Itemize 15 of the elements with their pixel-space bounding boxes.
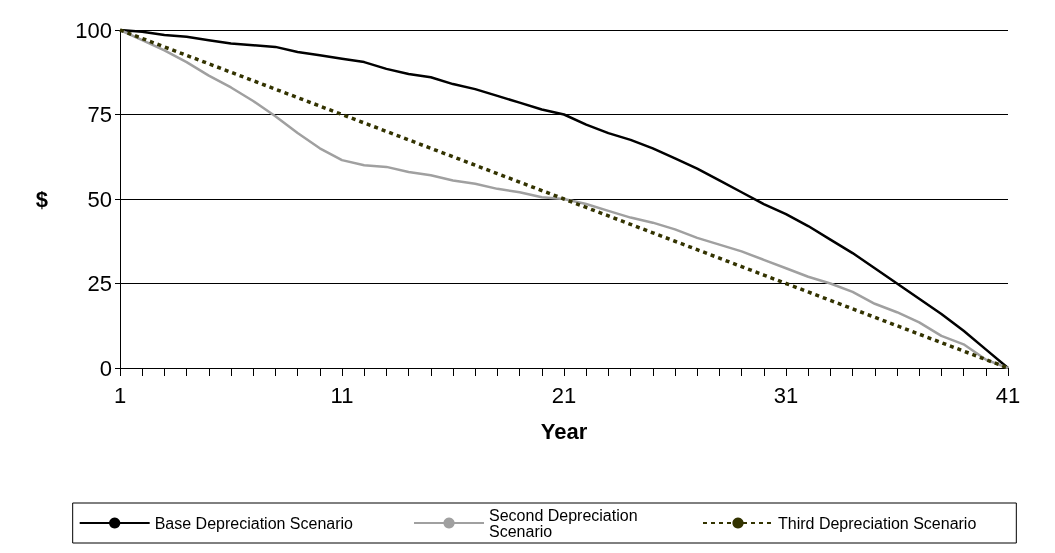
legend-label: Third Depreciation Scenario — [778, 514, 977, 532]
x-tick-label: 11 — [330, 382, 354, 408]
x-tick-label: 21 — [551, 382, 577, 408]
x-tick-label: 41 — [995, 382, 1021, 408]
y-tick-label: 25 — [87, 271, 112, 296]
y-tick-label: 100 — [75, 17, 112, 43]
y-tick-label: 75 — [87, 102, 112, 127]
x-tick-label: 31 — [773, 382, 799, 408]
x-axis-title: Year — [540, 418, 588, 444]
y-tick-label: 0 — [99, 355, 112, 381]
y-axis-title: $ — [35, 186, 48, 212]
y-tick-label: 50 — [87, 186, 112, 212]
x-tick-label: 1 — [113, 382, 127, 408]
legend-label: Second Depreciation Scenario — [489, 506, 642, 540]
legend-label: Base Depreciation Scenario — [154, 514, 354, 532]
